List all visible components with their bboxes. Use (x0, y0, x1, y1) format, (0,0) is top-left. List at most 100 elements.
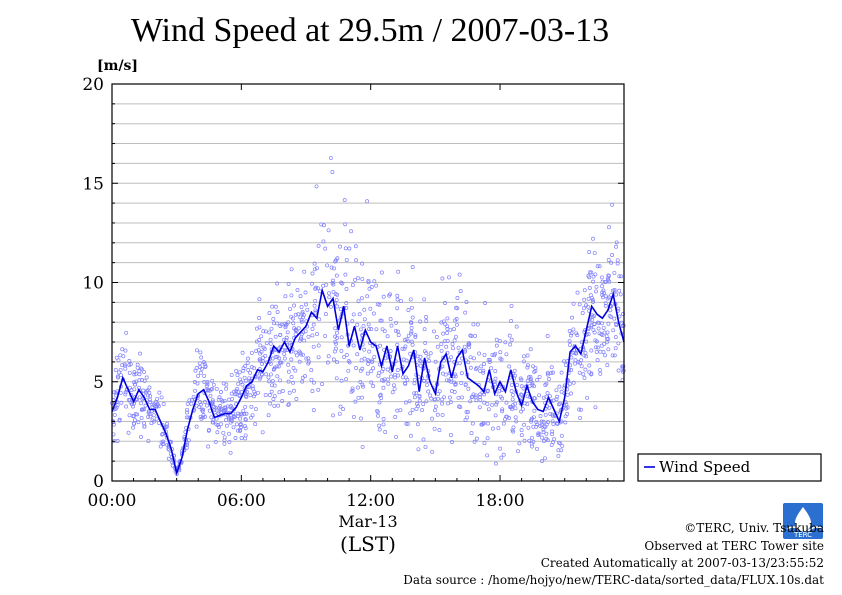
sample-point (396, 333, 401, 337)
sample-point (422, 378, 427, 383)
sample-point (608, 308, 613, 313)
sample-point (483, 301, 488, 305)
sample-point (559, 370, 564, 375)
sample-point (310, 389, 315, 393)
sample-point (610, 353, 615, 358)
sample-point (314, 184, 319, 189)
sample-point (494, 343, 499, 348)
sample-point (236, 411, 240, 416)
sample-point (142, 424, 147, 429)
sample-point (525, 402, 530, 407)
sample-point (368, 306, 373, 311)
sample-point (342, 198, 347, 203)
sample-point (331, 282, 336, 287)
sample-point (577, 407, 582, 412)
sample-point (377, 400, 382, 405)
sample-point (258, 351, 262, 356)
sample-point (360, 261, 365, 266)
sample-point (534, 420, 539, 424)
sample-point (607, 225, 611, 230)
x-axis-title: (LST) (340, 532, 396, 556)
sample-point (447, 395, 452, 400)
sample-point (166, 456, 171, 461)
sample-point (157, 390, 162, 395)
sample-point (331, 357, 336, 362)
sample-point (222, 408, 227, 413)
sample-point (224, 386, 229, 391)
sample-point (303, 374, 307, 379)
sample-point (374, 283, 379, 288)
sample-point (113, 407, 118, 411)
sample-point (515, 382, 519, 387)
sample-point (199, 407, 204, 412)
sample-point (479, 422, 484, 427)
sample-point (471, 322, 476, 327)
sample-point (445, 324, 450, 329)
sample-point (251, 386, 255, 391)
sample-point (442, 395, 446, 400)
sample-point (615, 261, 620, 266)
sample-point (519, 409, 524, 414)
sample-point (388, 349, 393, 354)
sample-point (185, 410, 189, 415)
sample-point (378, 343, 383, 348)
y-tick-label: 15 (82, 174, 104, 194)
sample-point (331, 413, 335, 418)
sample-point (135, 362, 140, 367)
sample-point (606, 276, 610, 281)
sample-point (344, 353, 349, 357)
sample-point (463, 310, 468, 315)
sample-point (415, 422, 420, 427)
sample-point (260, 361, 265, 366)
sample-point (528, 347, 533, 352)
sample-point (375, 302, 380, 307)
sample-point (405, 421, 410, 426)
plot-frame (111, 83, 625, 482)
sample-point (403, 375, 408, 380)
sample-point (359, 416, 363, 421)
sample-point (302, 269, 307, 274)
sample-point (263, 329, 268, 334)
sample-point (365, 294, 370, 299)
sample-point (517, 441, 522, 446)
sample-point (127, 359, 132, 363)
sample-point (525, 365, 530, 370)
sample-point (127, 363, 132, 368)
sample-point (614, 244, 618, 249)
sample-point (366, 361, 371, 366)
sample-point (187, 398, 192, 403)
sample-point (344, 258, 349, 263)
sample-point (591, 299, 596, 304)
sample-point (507, 333, 512, 338)
sample-point (268, 337, 273, 342)
sample-point (204, 384, 209, 388)
sample-point (147, 397, 152, 402)
sample-point (571, 327, 576, 332)
sample-point (193, 368, 198, 373)
sample-point (394, 320, 399, 325)
sample-point (477, 351, 482, 356)
sample-point (294, 327, 299, 332)
sample-point (596, 326, 601, 331)
sample-point (501, 421, 506, 426)
sample-point (475, 322, 480, 327)
sample-point (284, 337, 289, 342)
sample-point (237, 370, 242, 375)
sample-point (116, 358, 121, 363)
sample-point (617, 274, 622, 279)
sample-point (414, 391, 419, 396)
sample-point (249, 365, 254, 370)
sample-point (522, 359, 526, 364)
sample-point (418, 319, 423, 324)
sample-point (498, 394, 503, 399)
sample-point (194, 424, 199, 429)
sample-point (589, 348, 594, 353)
sample-point (433, 359, 438, 364)
sample-point (450, 342, 455, 347)
sample-point (457, 272, 462, 277)
sample-point (205, 388, 210, 393)
sample-point (529, 417, 534, 422)
sample-point (569, 331, 574, 336)
sample-point (284, 335, 289, 340)
sample-point (338, 307, 343, 312)
